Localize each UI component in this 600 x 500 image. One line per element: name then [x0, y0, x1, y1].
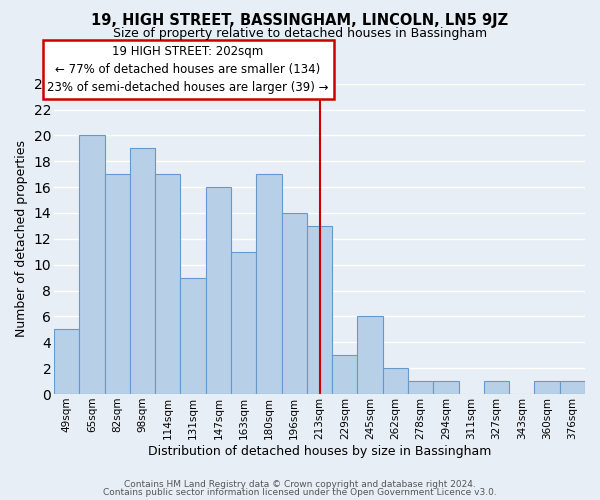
Bar — [181, 278, 206, 394]
X-axis label: Distribution of detached houses by size in Bassingham: Distribution of detached houses by size … — [148, 444, 491, 458]
Bar — [535, 381, 560, 394]
Text: 19 HIGH STREET: 202sqm
← 77% of detached houses are smaller (134)
23% of semi-de: 19 HIGH STREET: 202sqm ← 77% of detached… — [47, 45, 329, 94]
Bar — [560, 381, 585, 394]
Y-axis label: Number of detached properties: Number of detached properties — [15, 140, 28, 338]
Bar — [79, 136, 104, 394]
Bar — [408, 381, 433, 394]
Bar — [281, 213, 307, 394]
Bar — [307, 226, 332, 394]
Text: Contains HM Land Registry data © Crown copyright and database right 2024.: Contains HM Land Registry data © Crown c… — [124, 480, 476, 489]
Bar — [104, 174, 130, 394]
Bar — [231, 252, 256, 394]
Bar — [332, 355, 358, 394]
Text: 19, HIGH STREET, BASSINGHAM, LINCOLN, LN5 9JZ: 19, HIGH STREET, BASSINGHAM, LINCOLN, LN… — [91, 12, 509, 28]
Text: Contains public sector information licensed under the Open Government Licence v3: Contains public sector information licen… — [103, 488, 497, 497]
Bar — [256, 174, 281, 394]
Bar — [484, 381, 509, 394]
Bar — [433, 381, 458, 394]
Bar — [358, 316, 383, 394]
Text: Size of property relative to detached houses in Bassingham: Size of property relative to detached ho… — [113, 28, 487, 40]
Bar — [54, 330, 79, 394]
Bar — [383, 368, 408, 394]
Bar — [206, 187, 231, 394]
Bar — [130, 148, 155, 394]
Bar — [155, 174, 181, 394]
